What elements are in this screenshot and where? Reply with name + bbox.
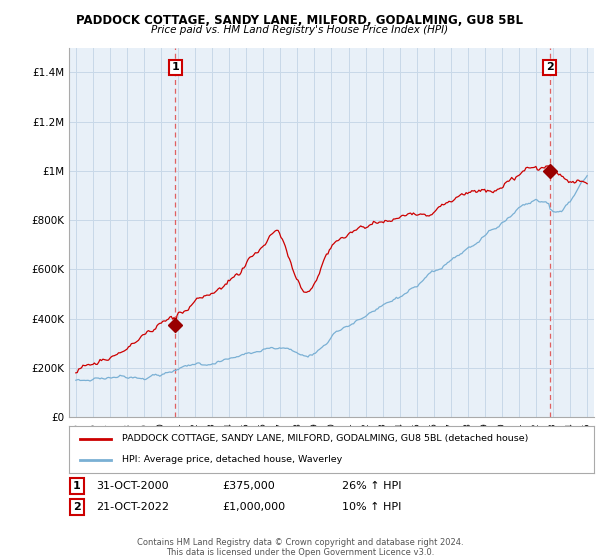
Text: £1,000,000: £1,000,000: [222, 502, 285, 512]
Text: 26% ↑ HPI: 26% ↑ HPI: [342, 481, 401, 491]
Text: 1: 1: [73, 481, 80, 491]
Text: 10% ↑ HPI: 10% ↑ HPI: [342, 502, 401, 512]
Text: HPI: Average price, detached house, Waverley: HPI: Average price, detached house, Wave…: [121, 455, 342, 464]
Text: PADDOCK COTTAGE, SANDY LANE, MILFORD, GODALMING, GU8 5BL (detached house): PADDOCK COTTAGE, SANDY LANE, MILFORD, GO…: [121, 435, 528, 444]
Text: 21-OCT-2022: 21-OCT-2022: [96, 502, 169, 512]
Text: 2: 2: [546, 62, 554, 72]
Text: Price paid vs. HM Land Registry's House Price Index (HPI): Price paid vs. HM Land Registry's House …: [151, 25, 449, 35]
Text: Contains HM Land Registry data © Crown copyright and database right 2024.
This d: Contains HM Land Registry data © Crown c…: [137, 538, 463, 557]
Text: 31-OCT-2000: 31-OCT-2000: [96, 481, 169, 491]
Text: 1: 1: [172, 62, 179, 72]
Text: £375,000: £375,000: [222, 481, 275, 491]
Text: 2: 2: [73, 502, 80, 512]
Text: PADDOCK COTTAGE, SANDY LANE, MILFORD, GODALMING, GU8 5BL: PADDOCK COTTAGE, SANDY LANE, MILFORD, GO…: [77, 14, 523, 27]
